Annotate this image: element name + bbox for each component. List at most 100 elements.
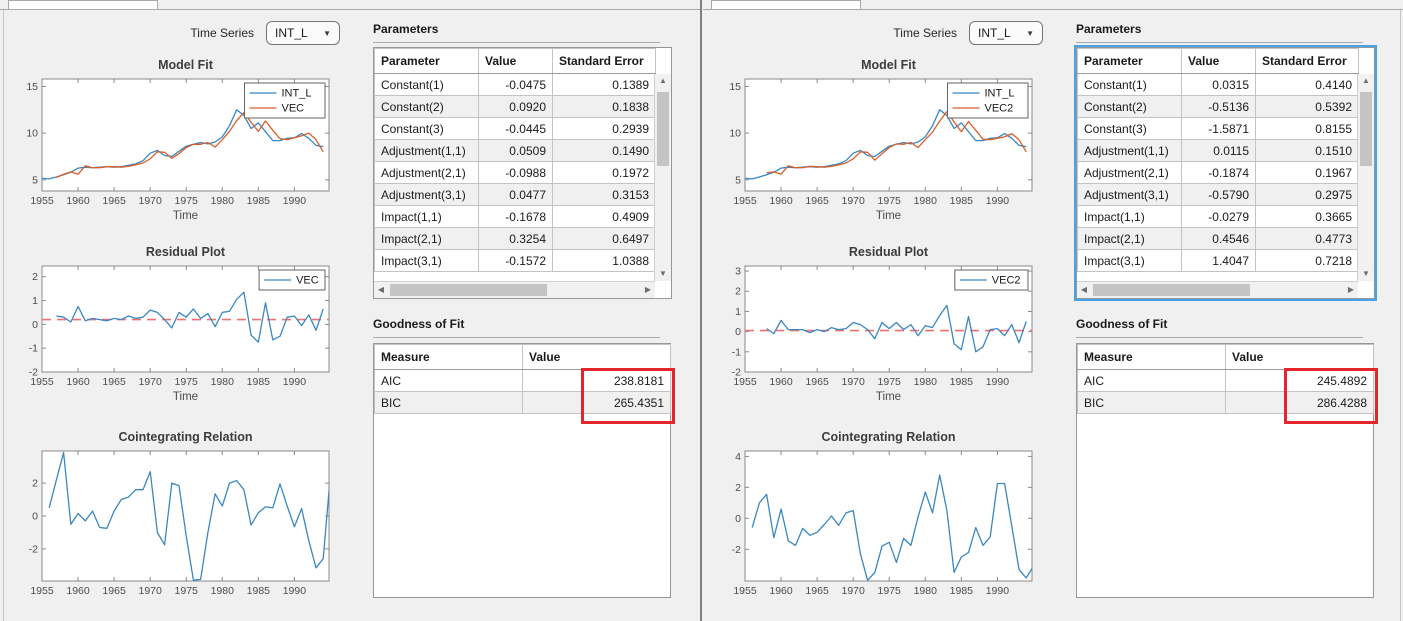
svg-text:-2: -2 [732,367,741,379]
table-row[interactable]: Constant(1) -0.0475 0.1389 [374,73,656,96]
table-cell: 0.0315 [1181,73,1256,96]
vertical-scrollbar[interactable]: ▲ ▼ [1357,74,1374,281]
parameters-table[interactable]: Parameter Value Standard Error Constant(… [1074,45,1377,301]
scroll-right-icon[interactable]: ▶ [644,285,652,294]
scroll-up-icon[interactable]: ▲ [659,76,667,85]
svg-text:1965: 1965 [805,195,829,207]
parameters-table[interactable]: Parameter Value Standard Error Constant(… [373,47,672,299]
svg-text:1970: 1970 [138,376,162,388]
table-header-row: Parameter Value Standard Error [374,48,656,74]
scroll-down-icon[interactable]: ▼ [1362,269,1370,278]
chart-title: Model Fit [158,58,213,72]
horizontal-scrollbar[interactable]: ◀ ▶ [1077,281,1358,298]
table-row[interactable]: Constant(3) -1.5871 0.8155 [1077,117,1359,140]
svg-text:1960: 1960 [66,376,90,388]
svg-text:1975: 1975 [175,376,199,388]
table-row[interactable]: Adjustment(3,1) 0.0477 0.3153 [374,183,656,206]
scroll-left-icon[interactable]: ◀ [377,285,385,294]
goodness-of-fit-table[interactable]: Measure Value AIC 245.4892 BIC 286.4288 [1076,343,1378,598]
table-row[interactable]: Impact(3,1) -0.1572 1.0388 [374,249,656,272]
svg-text:1965: 1965 [102,376,126,388]
scrollbar-thumb[interactable] [1360,92,1372,166]
time-series-label: Time Series [893,26,957,40]
scrollbar-thumb[interactable] [390,284,548,296]
column-header: Measure [1077,344,1226,370]
table-cell: Impact(1,1) [374,205,479,228]
table-cell: AIC [374,369,523,392]
svg-text:INT_L: INT_L [985,88,1015,100]
horizontal-scrollbar[interactable]: ◀ ▶ [374,281,655,298]
table-row[interactable]: AIC 245.4892 [1077,369,1374,392]
column-header: Value [1225,344,1374,370]
table-cell: 0.8155 [1255,117,1359,140]
table-row[interactable]: Constant(2) -0.5136 0.5392 [1077,95,1359,118]
table-cell: Constant(3) [1077,117,1182,140]
svg-text:1990: 1990 [283,585,307,597]
time-series-dropdown[interactable]: INT_L ▼ [266,21,340,45]
parameters-section-title: Parameters [373,22,660,43]
residual-plot-chart: 1955 1960 1965 1970 1975 1980 1985 1990 -2 -1 0 1 2 T… [29,265,330,403]
svg-text:1970: 1970 [841,585,865,597]
scroll-right-icon[interactable]: ▶ [1347,285,1355,294]
table-row[interactable]: Impact(2,1) 0.4546 0.4773 [1077,227,1359,250]
table-row[interactable]: Adjustment(2,1) -0.0988 0.1972 [374,161,656,184]
svg-text:15: 15 [729,81,741,93]
chart-title: Residual Plot [848,245,929,259]
residual-plot-chart: 1955 1960 1965 1970 1975 1980 1985 1990 -2 -1 0 1 2 3… [732,265,1033,403]
svg-text:1980: 1980 [914,195,938,207]
table-cell: -1.5871 [1181,117,1256,140]
table-row[interactable]: AIC 238.8181 [374,369,671,392]
table-cell: Constant(1) [374,73,479,96]
table-row[interactable]: Adjustment(1,1) 0.0509 0.1490 [374,139,656,162]
svg-text:1: 1 [735,306,741,318]
table-cell: 0.3153 [552,183,656,206]
table-cell: 0.4773 [1255,227,1359,250]
goodness-section-title: Goodness of Fit [373,317,660,338]
svg-text:1965: 1965 [102,195,126,207]
table-row[interactable]: BIC 265.4351 [374,391,671,414]
scroll-down-icon[interactable]: ▼ [659,269,667,278]
table-row[interactable]: Impact(1,1) -0.1678 0.4909 [374,205,656,228]
svg-text:1985: 1985 [950,195,974,207]
table-cell: 0.4546 [1181,227,1256,250]
svg-text:1990: 1990 [283,195,307,207]
table-row[interactable]: Constant(1) 0.0315 0.4140 [1077,73,1359,96]
table-cell: -0.1572 [478,249,553,272]
scrollbar-thumb[interactable] [657,92,669,166]
document-tab[interactable] [8,0,158,9]
svg-text:1985: 1985 [247,585,271,597]
scroll-up-icon[interactable]: ▲ [1362,76,1370,85]
model-fit-chart: 1955 1960 1965 1970 1975 1980 1985 1990 5 10 15 Tim… [26,78,330,222]
table-row[interactable]: Impact(3,1) 1.4047 0.7218 [1077,249,1359,272]
svg-text:2: 2 [735,482,741,494]
svg-text:1960: 1960 [66,585,90,597]
svg-text:1985: 1985 [247,195,271,207]
vertical-scrollbar[interactable]: ▲ ▼ [654,74,671,281]
goodness-of-fit-table[interactable]: Measure Value AIC 238.8181 BIC 265.4351 [373,343,675,598]
table-row[interactable]: Adjustment(3,1) -0.5790 0.2975 [1077,183,1359,206]
svg-text:2: 2 [735,286,741,298]
table-row[interactable]: Constant(3) -0.0445 0.2939 [374,117,656,140]
model-fit-chart-container: Model Fit 1955 1960 1965 1970 1975 1980 1985 19… [14,57,336,230]
table-row[interactable]: Adjustment(2,1) -0.1874 0.1967 [1077,161,1359,184]
chevron-down-icon: ▼ [323,28,331,38]
column-header: Measure [374,344,523,370]
table-row[interactable]: Impact(2,1) 0.3254 0.6497 [374,227,656,250]
time-series-row: Time Series INT_L ▼ [0,21,340,45]
table-row[interactable]: Impact(1,1) -0.0279 0.3665 [1077,205,1359,228]
svg-text:Time: Time [876,391,901,403]
document-tab[interactable] [711,0,861,9]
table-row[interactable]: BIC 286.4288 [1077,391,1374,414]
table-row[interactable]: Constant(2) 0.0920 0.1838 [374,95,656,118]
svg-text:1960: 1960 [769,376,793,388]
table-row[interactable]: Adjustment(1,1) 0.0115 0.1510 [1077,139,1359,162]
table-cell: Impact(2,1) [1077,227,1182,250]
table-header-row: Parameter Value Standard Error [1077,48,1359,74]
scroll-left-icon[interactable]: ◀ [1080,285,1088,294]
scrollbar-thumb[interactable] [1093,284,1251,296]
table-cell: Constant(3) [374,117,479,140]
table-cell: -0.5790 [1181,183,1256,206]
time-series-dropdown[interactable]: INT_L ▼ [969,21,1043,45]
table-cell: 0.7218 [1255,249,1359,272]
table-cell: 238.8181 [522,369,671,392]
